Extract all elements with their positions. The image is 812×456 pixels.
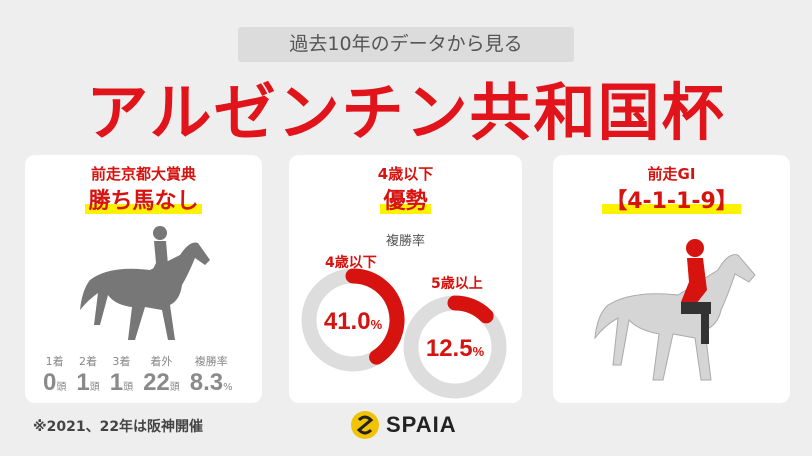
subtitle-banner: 過去10年のデータから見る: [238, 27, 574, 62]
card-highlight: 勝ち馬なし: [85, 189, 202, 214]
footnote: ※2021、22年は阪神開催: [33, 419, 204, 435]
donut-label-young: 4歳以下: [325, 255, 377, 271]
stat-3rd: 3着 1頭: [109, 355, 134, 396]
metric-label: 複勝率: [385, 234, 425, 249]
donut-arc: [447, 295, 494, 324]
card-age: 4歳以下 優勢 複勝率 4歳以下 5歳以上 41.0% 12.5%: [289, 155, 522, 403]
stat-out: 着外 22頭: [143, 355, 180, 396]
donut-label-old: 5歳以上: [431, 276, 483, 292]
stat-2nd: 2着 1頭: [76, 355, 100, 396]
page-title: アルゼンチン共和国杯: [86, 76, 726, 149]
result-stats: 1着 0頭 2着 1頭 3着 1頭 着外 22頭 複勝率 8.3%: [43, 353, 233, 397]
horse-rider-silhouette-icon: [80, 226, 210, 340]
card-heading: 4歳以下: [377, 165, 434, 183]
donut-value: 12.5%: [426, 335, 485, 362]
donut-arc: [345, 268, 405, 365]
card-previous-g1: 前走GI 【4-1-1-9】: [553, 155, 790, 403]
donut-value: 41.0%: [324, 308, 383, 335]
donut-charts: 41.0% 12.5%: [301, 268, 507, 399]
card-highlight: 優勢: [380, 189, 431, 214]
horse-rider-illustration-icon: [594, 239, 756, 381]
spaia-logo-icon: [351, 411, 379, 439]
card-highlight: 【4-1-1-9】: [602, 189, 741, 214]
spaia-logo: SPAIA: [350, 410, 457, 440]
card-heading: 前走京都大賞典: [90, 165, 196, 183]
card-heading: 前走GI: [647, 165, 696, 183]
stat-1st: 1着 0頭: [43, 355, 67, 396]
card-previous-race: 前走京都大賞典 勝ち馬なし 1着 0頭 2着 1頭 3着 1頭 着外 22頭 複勝率 8.…: [25, 155, 262, 403]
stat-place-rate: 複勝率 8.3%: [189, 355, 233, 396]
